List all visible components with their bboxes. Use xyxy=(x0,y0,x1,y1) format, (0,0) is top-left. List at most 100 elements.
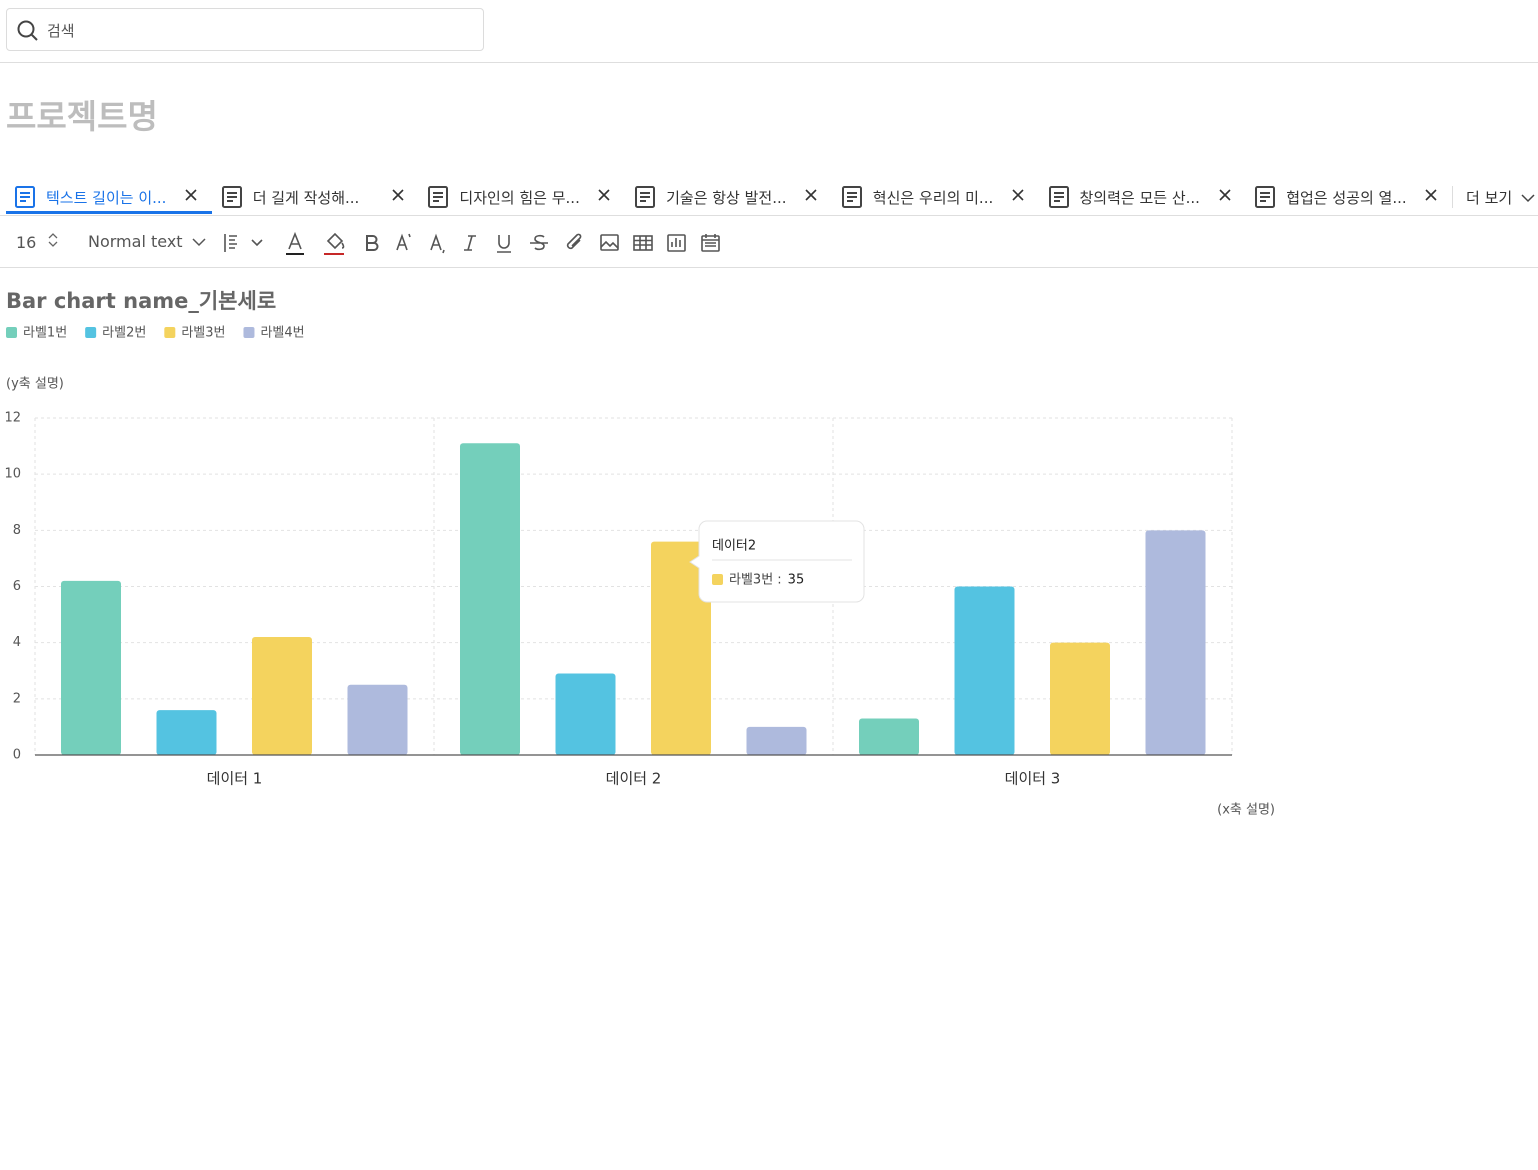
x-tick-label: 데이터 1 xyxy=(207,770,263,788)
strike-icon[interactable] xyxy=(530,234,548,251)
font-size[interactable]: 16 xyxy=(16,232,59,252)
font-size-value: 16 xyxy=(16,233,37,252)
bar xyxy=(746,726,807,755)
more-tabs-label: 더 보기 xyxy=(1466,189,1513,207)
legend-swatch xyxy=(6,327,17,338)
legend-label: 라벨2번 xyxy=(102,326,146,341)
tooltip: 데이터2 라벨3번 : 35 xyxy=(689,520,865,603)
bar xyxy=(555,673,616,755)
y-tick-label: 10 xyxy=(4,467,21,482)
legend-label: 라벨4번 xyxy=(260,326,304,341)
calendar-icon[interactable] xyxy=(701,234,720,252)
y-tick-label: 2 xyxy=(13,691,21,706)
close-icon[interactable] xyxy=(597,188,611,202)
legend-swatch xyxy=(85,327,97,338)
legend-label: 라벨3번 xyxy=(181,326,225,341)
font-color-icon[interactable] xyxy=(286,231,304,255)
doc-icon xyxy=(15,186,35,208)
search-placeholder: 검색 xyxy=(47,22,75,40)
tab[interactable]: 창의력은 모든 산... xyxy=(1040,178,1246,214)
project-title: 프로젝트명 xyxy=(6,97,158,136)
doc-icon xyxy=(428,186,449,208)
legend-swatch xyxy=(243,327,255,338)
chart-icon[interactable] xyxy=(667,234,686,252)
superscript-icon[interactable] xyxy=(396,233,411,251)
doc-icon xyxy=(635,186,656,208)
doc-icon xyxy=(1048,186,1069,208)
doc-icon xyxy=(221,186,242,208)
align-icon[interactable] xyxy=(224,234,263,252)
bar xyxy=(156,710,217,755)
y-axis-label: (y축 설명) xyxy=(6,377,64,392)
tab-label: 더 길게 작성해... xyxy=(252,189,360,207)
tab[interactable]: 혁신은 우리의 미... xyxy=(833,178,1039,214)
italic-icon[interactable] xyxy=(464,235,476,251)
search-icon xyxy=(17,20,38,41)
legend-swatch xyxy=(164,327,176,338)
close-icon[interactable] xyxy=(804,188,818,202)
tab-label: 협업은 성공의 열... xyxy=(1286,189,1407,207)
tooltip-value: 35 xyxy=(788,573,805,588)
bar xyxy=(252,637,312,755)
close-icon[interactable] xyxy=(1424,188,1438,202)
bar xyxy=(954,586,1015,755)
text-style[interactable]: Normal text xyxy=(88,232,206,251)
close-icon[interactable] xyxy=(184,188,198,202)
tab-separator xyxy=(1452,186,1453,208)
y-tick-label: 12 xyxy=(4,411,21,426)
search-box[interactable]: 검색 xyxy=(6,8,484,51)
divider xyxy=(0,215,1538,216)
table-icon[interactable] xyxy=(633,235,653,251)
chevron xyxy=(1521,194,1535,203)
bar xyxy=(347,684,408,755)
tab-label: 디자인의 힘은 무... xyxy=(459,189,580,207)
tab-label: 혁신은 우리의 미... xyxy=(872,189,994,207)
bar xyxy=(1050,642,1110,755)
bar xyxy=(859,718,919,755)
tab-label: 텍스트 길이는 이... xyxy=(46,189,167,207)
x-tick-label: 데이터 3 xyxy=(1005,770,1061,788)
chart: Bar chart name_기본세로 (y축 설명) (x축 설명) 라벨1번… xyxy=(4,289,1275,818)
doc-icon xyxy=(1255,186,1276,208)
tab[interactable]: 협업은 성공의 열... xyxy=(1246,178,1452,214)
y-tick-label: 6 xyxy=(13,579,21,594)
legend-label: 라벨1번 xyxy=(23,326,67,341)
more-tabs[interactable]: 더 보기 xyxy=(1466,187,1535,208)
stepper-icon xyxy=(48,233,58,247)
fill-color-icon[interactable] xyxy=(324,232,345,255)
bar xyxy=(1145,530,1206,755)
bold-icon[interactable] xyxy=(366,235,379,251)
doc-icon xyxy=(841,186,862,208)
bar xyxy=(460,443,520,755)
toolbar-icons xyxy=(224,231,720,255)
tooltip-label: 라벨3번 : xyxy=(729,573,782,588)
attach-icon[interactable] xyxy=(566,233,582,250)
tab[interactable]: 디자인의 힘은 무... xyxy=(419,178,625,214)
close-icon[interactable] xyxy=(1218,188,1232,202)
divider xyxy=(0,62,1538,63)
image-icon[interactable] xyxy=(600,234,619,251)
x-tick-label: 데이터 2 xyxy=(606,770,662,788)
subscript-icon[interactable] xyxy=(430,233,445,254)
close-icon[interactable] xyxy=(1011,188,1025,202)
tooltip-swatch xyxy=(712,574,723,585)
close-icon[interactable] xyxy=(391,188,405,202)
underline-icon[interactable] xyxy=(497,235,511,253)
tooltip-title: 데이터2 xyxy=(712,539,756,554)
tab[interactable]: 기술은 항상 발전... xyxy=(626,178,832,214)
y-tick-label: 4 xyxy=(13,635,21,650)
divider xyxy=(0,267,1538,268)
chart-title: Bar chart name_기본세로 xyxy=(6,289,276,313)
bar xyxy=(61,580,121,755)
x-axis-label: (x축 설명) xyxy=(1217,803,1275,818)
tooltip-box xyxy=(689,520,865,603)
tab-label: 창의력은 모든 산... xyxy=(1079,189,1200,207)
tab[interactable]: 텍스트 길이는 이... xyxy=(6,178,212,214)
tab[interactable]: 더 길게 작성해... xyxy=(213,178,419,214)
y-tick-label: 8 xyxy=(13,523,21,538)
chevron xyxy=(192,238,206,247)
text-style-value: Normal text xyxy=(88,232,183,251)
y-tick-label: 0 xyxy=(13,748,21,763)
tab-label: 기술은 항상 발전... xyxy=(666,189,787,207)
